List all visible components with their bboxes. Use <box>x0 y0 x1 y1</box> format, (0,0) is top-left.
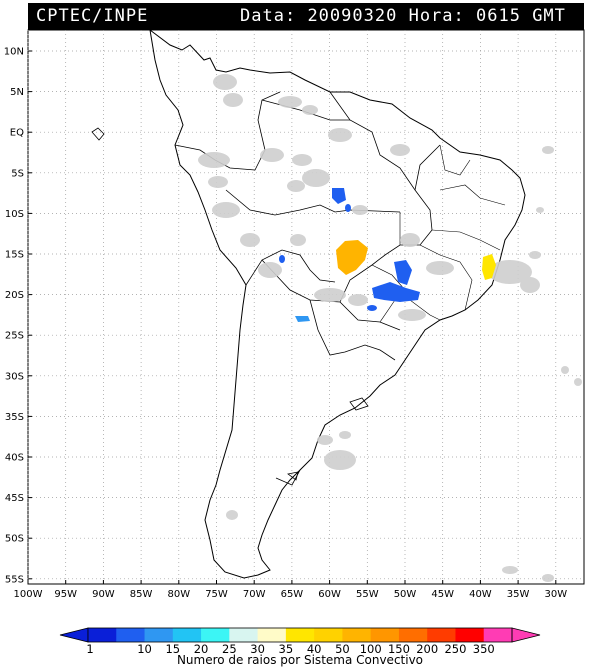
colorbar-min-arrow <box>59 627 89 643</box>
colorbar-swatch <box>257 628 287 642</box>
lat-label: 15S <box>5 250 24 261</box>
colorbar-tick-label: 50 <box>335 642 350 656</box>
lat-label: 45S <box>5 493 24 504</box>
cloud-cover <box>198 74 582 582</box>
lon-label: 75W <box>205 589 228 600</box>
colorbar-caption: Numero de raios por Sistema Convectivo <box>176 653 424 667</box>
lat-label: 50S <box>5 534 24 545</box>
lon-label: 35W <box>507 589 530 600</box>
colorbar-tick-label: 30 <box>250 642 265 656</box>
colorbar-swatch <box>370 628 400 642</box>
colorbar-tick-label: 1 <box>86 642 93 656</box>
colorbar-swatch <box>314 628 343 642</box>
longitude-labels: 100W 95W 90W 85W 80W 75W 70W 65W 60W 55W 50W 45W 40W… <box>14 589 568 600</box>
colorbar-tick-label: 200 <box>416 642 438 656</box>
lat-label: 5N <box>10 87 24 98</box>
lon-label: 60W <box>318 589 341 600</box>
lon-label: 65W <box>281 589 304 600</box>
lat-label: 10N <box>4 47 24 58</box>
lat-label: 10S <box>5 209 24 220</box>
colorbar-tick-label: 20 <box>194 642 209 656</box>
islands <box>91 127 369 481</box>
lon-label: 85W <box>130 589 153 600</box>
latitude-labels: 10N 5N EQ 5S 10S 15S 20S 25S 30S 35S 40S 45S 50S 55S <box>4 47 24 586</box>
lat-label: 55S <box>5 574 24 585</box>
lon-label: 40W <box>469 589 492 600</box>
lon-label: 30W <box>544 589 567 600</box>
lon-label: 70W <box>243 589 266 600</box>
convective-cell-blue-6 <box>367 305 377 311</box>
colorbar-swatch <box>398 628 428 642</box>
lon-label: 45W <box>431 589 454 600</box>
colorbar-tick-label: 25 <box>222 642 237 656</box>
lon-label: 95W <box>54 589 77 600</box>
gridlines <box>27 30 584 584</box>
convective-cell-blue-5 <box>279 255 285 263</box>
south-america-coastline <box>149 28 526 579</box>
lon-label: 80W <box>167 589 190 600</box>
colorbar-swatch <box>172 628 202 642</box>
lat-label: 35S <box>5 412 24 423</box>
convective-cell-blue-3 <box>332 188 346 204</box>
lat-label: 25S <box>5 331 24 342</box>
lat-label: EQ <box>10 128 24 139</box>
colorbar-tick-label: 35 <box>279 642 294 656</box>
colorbar-swatch <box>285 628 315 642</box>
colorbar-swatch <box>342 628 372 642</box>
colorbar-swatch <box>483 628 513 642</box>
colorbar-tick-label: 150 <box>388 642 410 656</box>
lon-label: 55W <box>356 589 379 600</box>
lat-label: 20S <box>5 290 24 301</box>
lon-label: 100W <box>14 589 43 600</box>
date-time-stamp: Data: 20090320 Hora: 0615 GMT <box>240 6 566 26</box>
colorbar: 1 10 15 20 25 30 35 40 50 100 150 200 250 350 <box>59 627 541 656</box>
lon-label: 50W <box>394 589 417 600</box>
colorbar-tick-label: 10 <box>137 642 152 656</box>
header-bar: CPTEC/INPE Data: 20090320 Hora: 0615 GMT <box>28 3 584 30</box>
convective-cell-blue-2 <box>372 282 420 302</box>
state-borders <box>371 144 506 323</box>
convective-systems <box>279 188 496 322</box>
convective-cell-blue-4 <box>345 204 351 212</box>
colorbar-max-arrow <box>511 627 541 643</box>
colorbar-tick-label: 350 <box>473 642 495 656</box>
colorbar-swatch <box>144 628 174 642</box>
colorbar-tick-label: 15 <box>165 642 180 656</box>
lat-label: 40S <box>5 453 24 464</box>
colorbar-swatch <box>201 628 230 642</box>
colorbar-swatch <box>427 628 456 642</box>
colorbar-tick-label: 250 <box>444 642 466 656</box>
lat-label: 5S <box>11 168 24 179</box>
colorbar-swatch <box>455 628 485 642</box>
colorbar-tick-label: 40 <box>307 642 322 656</box>
convective-cell-cyan <box>295 316 310 322</box>
map-frame <box>27 29 585 585</box>
convective-cell-orange <box>336 240 368 275</box>
colorbar-swatch <box>229 628 259 642</box>
colorbar-swatch <box>116 628 146 642</box>
convective-cell-yellow <box>482 254 496 280</box>
colorbar-outline <box>87 627 513 643</box>
convective-cell-blue-1 <box>394 260 412 285</box>
colorbar-tick-label: 100 <box>360 642 382 656</box>
colorbar-swatch <box>88 628 117 642</box>
lon-label: 90W <box>92 589 115 600</box>
source-title: CPTEC/INPE <box>36 6 149 26</box>
lat-label: 30S <box>5 371 24 382</box>
